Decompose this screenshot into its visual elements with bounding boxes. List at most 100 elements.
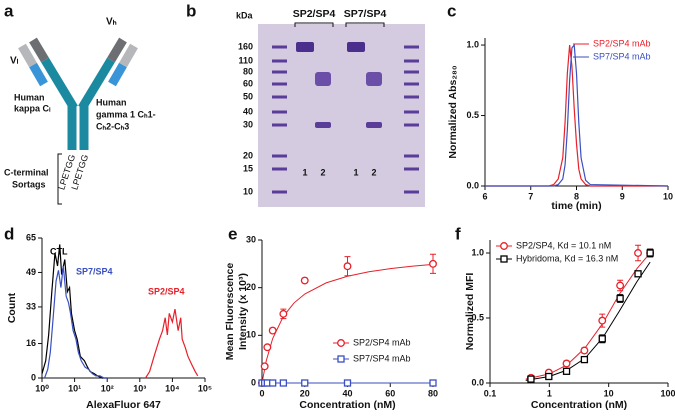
y-axis-label: Mean Fluorescence [224,263,236,361]
y-tick-label: 65 [26,232,36,242]
x-tick-label: 1 [547,388,552,398]
marker [562,359,571,368]
marker-label: 50 [243,91,253,101]
series-label: SP7/SP4 [76,266,113,276]
y-tick-label: 33 [26,301,36,311]
ladder-band [404,190,419,194]
x-tick-label: 20 [300,388,310,398]
vh-domain [107,37,127,63]
y-tick-label: 49 [26,267,36,277]
ladder-band [404,154,419,158]
x-tick-label: 0 [259,388,264,398]
y-tick-label: 0 [251,377,256,387]
y-axis-label: Normalized Abs₂₈₀ [447,65,459,159]
marker [268,326,277,335]
panel-label: f [455,224,461,243]
x-tick-label: 10⁵ [198,383,212,393]
lane-sample: SP2/SP4 [293,8,336,20]
marker [616,281,625,290]
series-line [44,265,108,379]
x-tick-label: 10 [663,191,673,201]
ladder-band [272,70,287,74]
band [315,72,331,86]
ladder-band [272,59,287,63]
kappa-label: Human [14,92,45,102]
ladder-band [404,95,419,99]
marker-label: 40 [243,106,253,116]
x-tick-label: 10² [101,383,114,393]
x-tick-label: 80 [428,388,438,398]
y-tick-label: 20 [246,282,256,292]
ladder-band [404,59,419,63]
y-axis-label: Count [6,292,18,323]
vh-domain [29,37,49,63]
y-tick-label: 0.0 [466,180,479,190]
legend-label: SP7/SP4 mAb [353,353,411,363]
gamma-label: gamma 1 Cₕ1- [96,109,156,119]
ladder-band [404,45,419,49]
y-tick-label: 0.5 [471,312,484,322]
bracket [57,153,62,205]
unit-label: kDa [236,10,254,20]
marker [562,367,571,375]
heavy-chain [41,57,78,111]
marker [269,379,277,387]
series-line [145,308,199,379]
y-axis-label: Intensity (x 10³) [237,273,249,350]
marker [580,355,589,364]
heavy-chain [78,57,115,111]
x-tick-label: 10 [604,388,614,398]
x-axis-label: Concentration (nM) [531,399,627,411]
y-axis-label: Normalized MFI [464,273,476,351]
y-tick-label: 16 [26,338,36,348]
x-tick-label: 7 [528,191,533,201]
x-tick-label: 10¹ [68,383,81,393]
marker [634,249,642,257]
band [296,42,314,52]
x-tick-label: 60 [385,388,395,398]
y-tick-label: 10 [246,330,256,340]
panel-label: e [228,224,237,243]
marker [598,335,606,343]
panel-label: b [186,1,196,20]
lane-bracket [345,22,385,27]
light-chain [108,62,127,87]
ladder-band [404,123,419,127]
marker [260,362,269,371]
marker-label: 60 [243,78,253,88]
marker-label: 110 [238,55,253,65]
light-chain [29,62,48,87]
lane-bracket [294,22,334,27]
ladder-band [272,123,287,127]
lane-number: 2 [371,167,376,177]
marker [279,379,288,387]
band [315,122,331,128]
x-tick-label: 9 [620,191,625,201]
ladder-band [272,167,287,171]
x-axis-label: AlexaFluor 647 [86,399,161,411]
ladder-band [404,110,419,114]
y-tick-label: 0.0 [471,377,484,387]
gel-image [258,24,425,207]
panel-label: c [447,1,456,20]
series-line [41,244,108,379]
x-axis-label: Concentration (nM) [299,399,395,411]
sortag-label: C-terminal [4,167,49,177]
marker-label: 30 [243,119,253,129]
lane-number: 1 [353,167,358,177]
ladder-band [404,167,419,171]
marker [545,372,553,381]
ladder-band [272,190,287,194]
kappa-label: kappa Cₗ [14,103,51,113]
marker [646,249,654,257]
legend-label: Hybridoma, Kd = 16.3 nM [516,253,618,263]
chart: c 6 7 8 9 10 0.0 0.5 1.0 time (min) Normalized Abs… [447,1,673,211]
panel-label: a [4,1,14,20]
y-tick-label: 1.0 [471,247,484,257]
vl-label: Vₗ [10,56,19,67]
ladder-band [272,154,287,158]
series-line [485,43,669,187]
legend-label: SP2/SP4 mAb [593,38,651,48]
ladder-band [272,45,287,49]
y-tick-label: 0 [31,372,36,382]
